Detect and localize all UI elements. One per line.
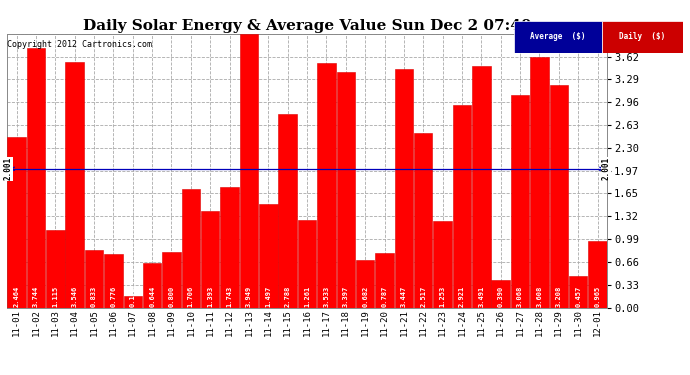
Bar: [27, 48, 45, 308]
Text: 3.533: 3.533: [324, 285, 329, 307]
Text: 2.464: 2.464: [14, 285, 19, 307]
Text: 0.800: 0.800: [168, 285, 175, 307]
Text: 2.001: 2.001: [602, 157, 611, 180]
Bar: [337, 72, 355, 308]
Bar: [46, 230, 64, 308]
Text: 0.390: 0.390: [497, 285, 504, 307]
Bar: [85, 250, 104, 308]
Bar: [124, 296, 142, 307]
Text: 3.546: 3.546: [72, 285, 78, 307]
Text: 0.682: 0.682: [362, 285, 368, 307]
Bar: [550, 85, 568, 308]
Bar: [395, 69, 413, 308]
Bar: [104, 254, 123, 308]
Text: 3.068: 3.068: [517, 285, 523, 307]
Text: 0.833: 0.833: [91, 285, 97, 307]
FancyBboxPatch shape: [514, 21, 602, 53]
Text: 3.397: 3.397: [343, 285, 348, 307]
Bar: [589, 241, 607, 308]
Bar: [162, 252, 181, 308]
Bar: [220, 187, 239, 308]
Text: 2.517: 2.517: [420, 285, 426, 307]
Bar: [356, 260, 375, 308]
Bar: [259, 204, 277, 308]
Text: 0.776: 0.776: [110, 285, 117, 307]
Bar: [375, 253, 394, 308]
Text: 3.949: 3.949: [246, 285, 252, 307]
Bar: [143, 263, 161, 308]
Bar: [201, 211, 219, 308]
Text: Average  ($): Average ($): [530, 32, 586, 41]
Text: 3.491: 3.491: [478, 285, 484, 307]
Bar: [453, 105, 471, 308]
Text: 1.261: 1.261: [304, 285, 310, 307]
Text: 1.253: 1.253: [440, 285, 446, 307]
Bar: [530, 57, 549, 308]
Text: 1.497: 1.497: [266, 285, 271, 307]
Text: 0.457: 0.457: [575, 285, 581, 307]
Text: 0.965: 0.965: [595, 285, 600, 307]
Bar: [491, 280, 510, 308]
Text: 3.447: 3.447: [401, 285, 407, 307]
Text: 1.393: 1.393: [207, 285, 213, 307]
Text: 0.644: 0.644: [149, 285, 155, 307]
Bar: [511, 95, 529, 308]
Bar: [569, 276, 587, 308]
Title: Daily Solar Energy & Average Value Sun Dec 2 07:40: Daily Solar Energy & Average Value Sun D…: [83, 19, 531, 33]
Bar: [472, 66, 491, 308]
Bar: [181, 189, 200, 308]
Bar: [279, 114, 297, 308]
Bar: [298, 220, 316, 308]
Bar: [433, 220, 452, 308]
Bar: [66, 62, 84, 308]
Text: 3.608: 3.608: [536, 285, 542, 307]
Text: Copyright 2012 Cartronics.com: Copyright 2012 Cartronics.com: [7, 40, 152, 49]
Text: 2.001: 2.001: [3, 157, 12, 180]
Text: 1.115: 1.115: [52, 285, 59, 307]
Text: 1.706: 1.706: [188, 285, 194, 307]
Text: 3.744: 3.744: [33, 285, 39, 307]
Bar: [414, 133, 433, 308]
Text: 2.921: 2.921: [459, 285, 465, 307]
FancyBboxPatch shape: [602, 21, 683, 53]
Bar: [8, 137, 26, 308]
Text: 1.743: 1.743: [226, 285, 233, 307]
Bar: [239, 34, 258, 308]
Text: 0.172: 0.172: [130, 285, 136, 307]
Text: 3.208: 3.208: [555, 285, 562, 307]
Text: 2.788: 2.788: [285, 285, 290, 307]
Bar: [317, 63, 335, 308]
Text: Daily  ($): Daily ($): [620, 32, 666, 41]
Text: 0.787: 0.787: [382, 285, 388, 307]
